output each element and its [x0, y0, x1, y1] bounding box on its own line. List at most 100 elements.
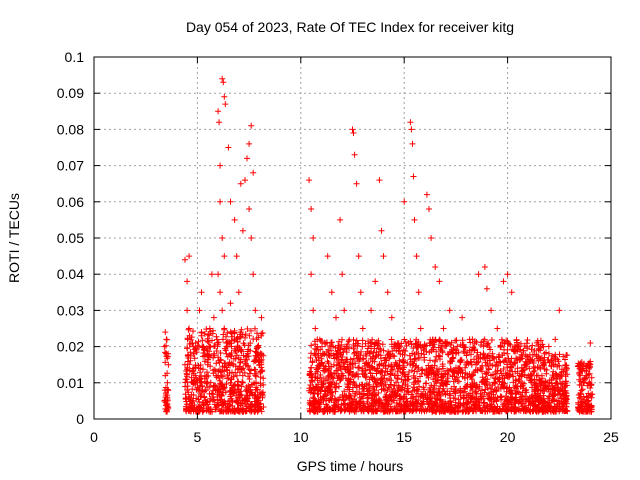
data-point	[307, 354, 314, 361]
data-point	[473, 390, 480, 397]
data-point	[545, 343, 552, 350]
data-point	[215, 354, 222, 361]
data-point	[426, 206, 432, 212]
data-point	[434, 406, 441, 413]
data-point	[401, 198, 408, 205]
data-point	[400, 408, 407, 415]
data-point	[308, 388, 315, 394]
data-point	[464, 374, 471, 381]
data-point	[451, 373, 458, 380]
data-point	[431, 394, 438, 400]
data-point	[488, 401, 495, 408]
data-point	[184, 344, 191, 351]
data-point	[393, 347, 400, 354]
data-point	[418, 350, 425, 357]
data-point	[239, 227, 246, 234]
data-point	[546, 350, 552, 357]
data-point	[529, 358, 536, 365]
data-point	[223, 333, 229, 340]
data-point	[360, 371, 367, 377]
data-point	[414, 341, 421, 348]
data-point	[384, 400, 391, 407]
data-point	[220, 408, 227, 415]
data-point	[165, 405, 172, 412]
data-point	[448, 401, 455, 408]
data-point	[219, 235, 226, 241]
data-point	[252, 386, 259, 393]
data-points	[161, 75, 596, 415]
data-point	[547, 403, 554, 410]
data-point	[356, 364, 363, 371]
data-point	[213, 333, 220, 340]
data-point	[324, 253, 331, 260]
data-point	[535, 401, 542, 408]
data-point	[400, 396, 407, 402]
data-point	[345, 369, 352, 376]
data-point	[192, 408, 199, 415]
data-point	[362, 404, 368, 411]
data-point	[563, 407, 570, 414]
data-point	[349, 360, 356, 367]
data-point	[214, 386, 221, 393]
data-point	[334, 375, 341, 382]
data-point	[200, 343, 207, 350]
data-point	[223, 343, 230, 350]
data-point	[430, 401, 437, 408]
data-point	[438, 374, 445, 381]
data-point	[435, 377, 441, 384]
data-point	[509, 394, 516, 401]
data-point	[415, 344, 422, 351]
data-point	[520, 385, 527, 392]
data-point	[430, 344, 437, 351]
data-point	[183, 395, 190, 402]
data-point	[549, 395, 556, 402]
data-point	[380, 253, 387, 260]
data-point	[506, 372, 513, 379]
data-point	[395, 372, 401, 379]
data-point	[584, 408, 591, 415]
data-point	[410, 372, 417, 379]
data-point	[457, 385, 464, 392]
data-point	[516, 372, 523, 379]
data-point	[428, 348, 435, 354]
data-point	[213, 406, 219, 413]
data-point	[213, 360, 220, 367]
data-point	[384, 289, 391, 296]
data-point	[511, 399, 518, 406]
y-tick-label: 0.06	[57, 194, 84, 210]
data-point	[326, 365, 333, 372]
data-point	[432, 336, 439, 343]
data-point	[433, 348, 440, 355]
data-point	[552, 351, 559, 358]
data-point	[241, 369, 248, 376]
data-point	[350, 364, 356, 371]
data-point	[252, 372, 259, 379]
data-point	[583, 372, 590, 379]
data-point	[346, 408, 353, 415]
data-point	[383, 357, 390, 364]
data-point	[162, 329, 169, 336]
data-point	[430, 376, 437, 383]
data-point	[378, 227, 385, 234]
data-point	[417, 373, 423, 380]
data-point	[428, 235, 435, 241]
data-point	[447, 341, 454, 348]
data-point	[237, 356, 244, 363]
data-point	[364, 398, 371, 405]
data-point	[260, 375, 267, 382]
data-point	[449, 354, 456, 361]
data-point	[391, 390, 398, 397]
data-point	[316, 401, 323, 408]
data-point	[237, 180, 244, 187]
data-point	[514, 357, 521, 363]
data-point	[503, 408, 510, 415]
data-point	[530, 408, 537, 415]
data-point	[400, 369, 407, 375]
data-point	[368, 348, 375, 355]
data-point	[456, 365, 463, 371]
data-point	[368, 395, 375, 402]
data-point	[391, 363, 398, 370]
data-point	[321, 406, 328, 413]
data-point	[365, 343, 372, 349]
